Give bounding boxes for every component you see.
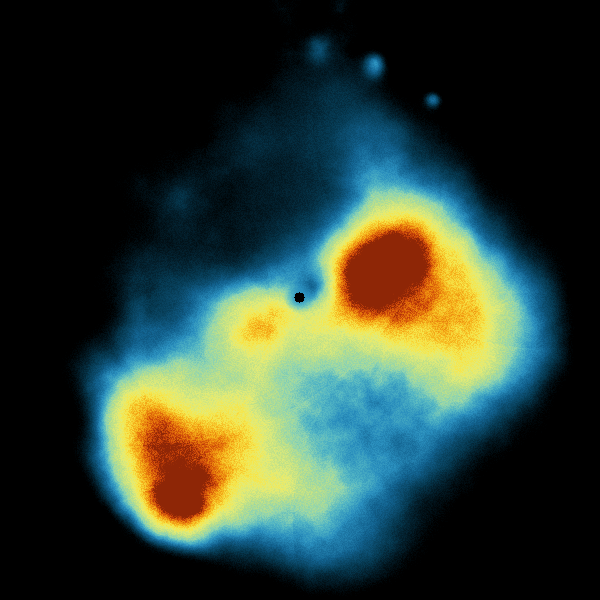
false-color-image-canvas[interactable]	[0, 0, 600, 600]
image-viewer[interactable]: Diffuse emission nebula with masked cent…	[0, 0, 600, 600]
